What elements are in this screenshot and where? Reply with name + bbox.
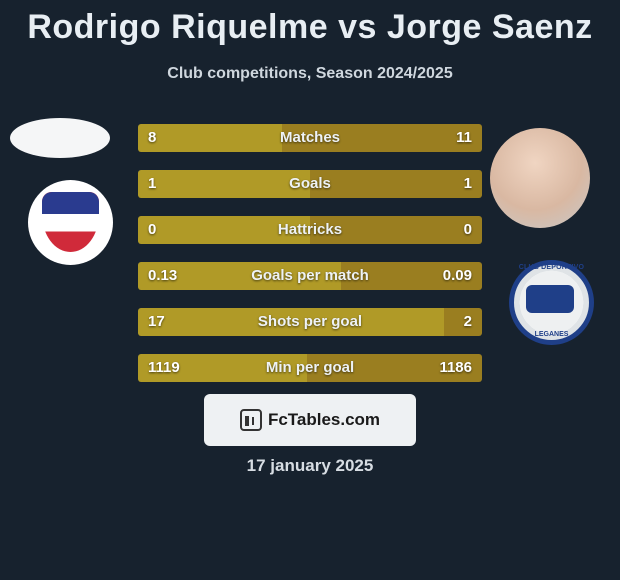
stat-row: 0.13Goals per match0.09 [138, 262, 482, 290]
stat-row: 1119Min per goal1186 [138, 354, 482, 382]
player-right-avatar [490, 128, 590, 228]
stat-label: Matches [138, 124, 482, 152]
subtitle: Club competitions, Season 2024/2025 [0, 65, 620, 83]
stat-label: Hattricks [138, 216, 482, 244]
stat-value-right: 2 [464, 308, 472, 336]
site-name: FcTables.com [268, 410, 380, 430]
stat-row: 17Shots per goal2 [138, 308, 482, 336]
date-text: 17 january 2025 [0, 456, 620, 476]
fctables-icon [240, 409, 262, 431]
stat-value-right: 1186 [439, 354, 472, 382]
stat-value-right: 1 [464, 170, 472, 198]
stat-value-right: 0 [464, 216, 472, 244]
club-right-bottom-text: LEGANES [514, 331, 589, 338]
stat-label: Goals per match [138, 262, 482, 290]
stat-value-right: 0.09 [443, 262, 472, 290]
club-right-top-text: CLUB DEPORTIVO [514, 264, 589, 271]
club-right-crest: CLUB DEPORTIVO LEGANES [509, 260, 594, 345]
stat-label: Shots per goal [138, 308, 482, 336]
stat-label: Goals [138, 170, 482, 198]
stat-row: 1Goals1 [138, 170, 482, 198]
stats-table: 8Matches11 1Goals1 0Hattricks0 0.13Goals pe… [138, 124, 482, 400]
stat-value-right: 11 [456, 124, 472, 152]
page-title: Rodrigo Riquelme vs Jorge Saenz [0, 0, 620, 47]
site-badge: FcTables.com [204, 394, 416, 446]
club-left-crest [28, 180, 113, 265]
stat-row: 0Hattricks0 [138, 216, 482, 244]
stat-label: Min per goal [138, 354, 482, 382]
stat-row: 8Matches11 [138, 124, 482, 152]
player-left-avatar [10, 118, 110, 158]
